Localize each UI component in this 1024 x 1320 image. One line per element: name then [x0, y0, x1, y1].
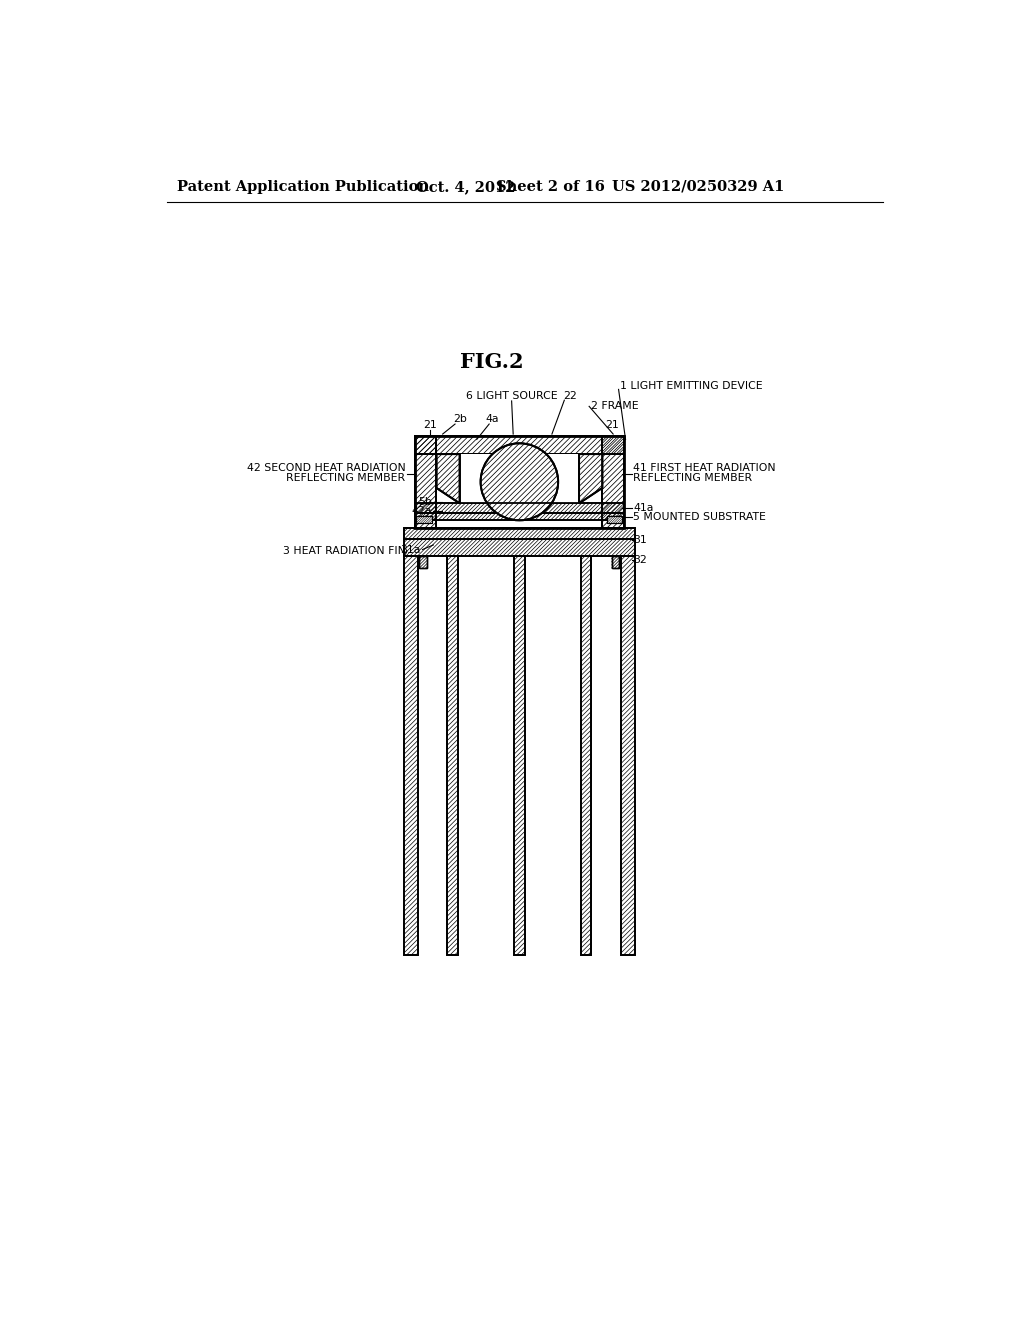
Text: Patent Application Publication: Patent Application Publication — [177, 180, 429, 194]
Text: 41 FIRST HEAT RADIATION: 41 FIRST HEAT RADIATION — [633, 463, 776, 473]
Text: 22: 22 — [563, 391, 577, 400]
Polygon shape — [579, 454, 602, 503]
Bar — [611, 556, 620, 568]
Bar — [415, 503, 624, 512]
Text: REFLECTING MEMBER: REFLECTING MEMBER — [633, 473, 753, 483]
Text: 21: 21 — [605, 420, 620, 430]
Bar — [602, 436, 624, 528]
Text: 4a: 4a — [485, 413, 499, 424]
Text: 3 HEAT RADIATION FIN: 3 HEAT RADIATION FIN — [283, 546, 406, 556]
Bar — [415, 436, 436, 528]
Text: REFLECTING MEMBER: REFLECTING MEMBER — [287, 473, 406, 483]
Bar — [403, 556, 418, 956]
Bar — [415, 512, 624, 520]
Text: 32: 32 — [633, 556, 647, 565]
Bar — [417, 516, 432, 524]
Bar — [621, 556, 635, 956]
Text: FIG.2: FIG.2 — [461, 352, 524, 372]
Bar — [460, 454, 579, 503]
Bar — [417, 516, 432, 524]
Text: Oct. 4, 2012: Oct. 4, 2012 — [417, 180, 516, 194]
Text: 31: 31 — [633, 536, 647, 545]
Text: 21: 21 — [423, 420, 437, 430]
Bar — [581, 556, 592, 956]
Bar — [415, 503, 624, 512]
Bar — [581, 556, 592, 956]
Bar — [607, 516, 623, 524]
Bar — [420, 556, 427, 568]
Text: 2b: 2b — [453, 413, 467, 424]
Text: US 2012/0250329 A1: US 2012/0250329 A1 — [612, 180, 784, 194]
Polygon shape — [436, 454, 460, 503]
Bar — [514, 556, 525, 956]
Bar — [415, 436, 436, 528]
Text: 41a: 41a — [633, 503, 653, 513]
Bar — [447, 556, 458, 956]
Bar — [415, 436, 624, 528]
Bar — [621, 556, 635, 956]
Bar — [403, 556, 418, 956]
Text: 6 LIGHT SOURCE: 6 LIGHT SOURCE — [466, 391, 557, 400]
Bar — [514, 556, 525, 956]
Bar — [420, 556, 427, 568]
Text: Sheet 2 of 16: Sheet 2 of 16 — [496, 180, 605, 194]
Bar — [403, 539, 635, 556]
Bar — [607, 516, 623, 524]
Circle shape — [480, 444, 558, 520]
Bar — [447, 556, 458, 956]
Bar — [403, 528, 635, 539]
Bar — [602, 436, 624, 528]
Bar — [611, 556, 620, 568]
Text: 2 FRAME: 2 FRAME — [591, 401, 638, 412]
Bar — [403, 528, 635, 539]
Text: 1 LIGHT EMITTING DEVICE: 1 LIGHT EMITTING DEVICE — [621, 380, 763, 391]
Text: 31a: 31a — [400, 545, 421, 554]
Text: 42a: 42a — [412, 506, 432, 516]
Text: 5 MOUNTED SUBSTRATE: 5 MOUNTED SUBSTRATE — [633, 512, 766, 523]
Text: 42 SECOND HEAT RADIATION: 42 SECOND HEAT RADIATION — [247, 463, 406, 473]
Bar — [415, 436, 624, 454]
Bar — [415, 436, 624, 454]
Bar — [415, 512, 624, 520]
Text: 5b: 5b — [418, 496, 432, 507]
Bar — [403, 539, 635, 556]
